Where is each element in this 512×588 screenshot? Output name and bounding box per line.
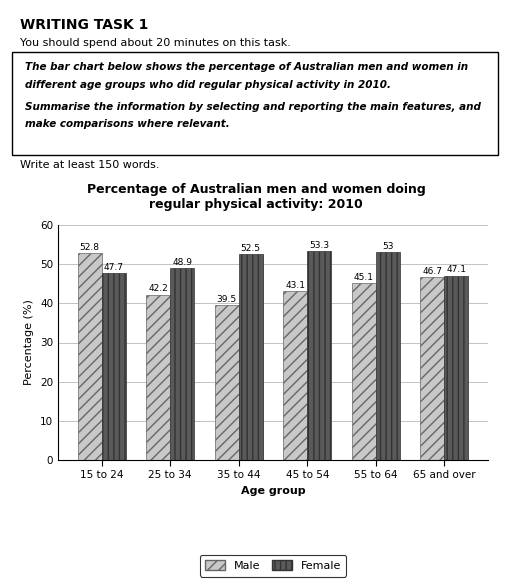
Text: 53: 53	[382, 242, 394, 251]
Text: 43.1: 43.1	[285, 280, 305, 290]
Text: 52.8: 52.8	[79, 243, 99, 252]
Text: 45.1: 45.1	[354, 273, 374, 282]
Text: Write at least 150 words.: Write at least 150 words.	[20, 160, 160, 170]
Text: different age groups who did regular physical activity in 2010.: different age groups who did regular phy…	[25, 80, 391, 90]
Y-axis label: Percentage (%): Percentage (%)	[25, 299, 34, 386]
Bar	[146, 295, 170, 460]
Bar	[307, 251, 331, 460]
Text: 53.3: 53.3	[309, 240, 329, 250]
Text: You should spend about 20 minutes on this task.: You should spend about 20 minutes on thi…	[20, 38, 291, 48]
Bar	[101, 273, 125, 460]
Text: make comparisons where relevant.: make comparisons where relevant.	[25, 119, 230, 129]
Text: 47.7: 47.7	[103, 263, 123, 272]
Text: The bar chart below shows the percentage of Australian men and women in: The bar chart below shows the percentage…	[25, 62, 468, 72]
Bar	[170, 269, 194, 460]
Text: 46.7: 46.7	[422, 266, 442, 276]
Bar	[283, 291, 307, 460]
Bar	[215, 305, 239, 460]
Bar	[77, 253, 101, 460]
Legend: Male, Female: Male, Female	[200, 554, 347, 577]
Text: 48.9: 48.9	[172, 258, 192, 267]
Text: WRITING TASK 1: WRITING TASK 1	[20, 18, 148, 32]
Text: 39.5: 39.5	[217, 295, 237, 304]
Bar	[239, 255, 263, 460]
Text: 52.5: 52.5	[241, 244, 261, 253]
Bar	[420, 277, 444, 460]
Bar	[376, 252, 400, 460]
Bar	[444, 276, 468, 460]
Text: 47.1: 47.1	[446, 265, 466, 274]
Bar	[352, 283, 376, 460]
X-axis label: Age group: Age group	[241, 486, 305, 496]
Text: 42.2: 42.2	[148, 284, 168, 293]
Text: Summarise the information by selecting and reporting the main features, and: Summarise the information by selecting a…	[25, 102, 481, 112]
Text: Percentage of Australian men and women doing
regular physical activity: 2010: Percentage of Australian men and women d…	[87, 183, 425, 211]
